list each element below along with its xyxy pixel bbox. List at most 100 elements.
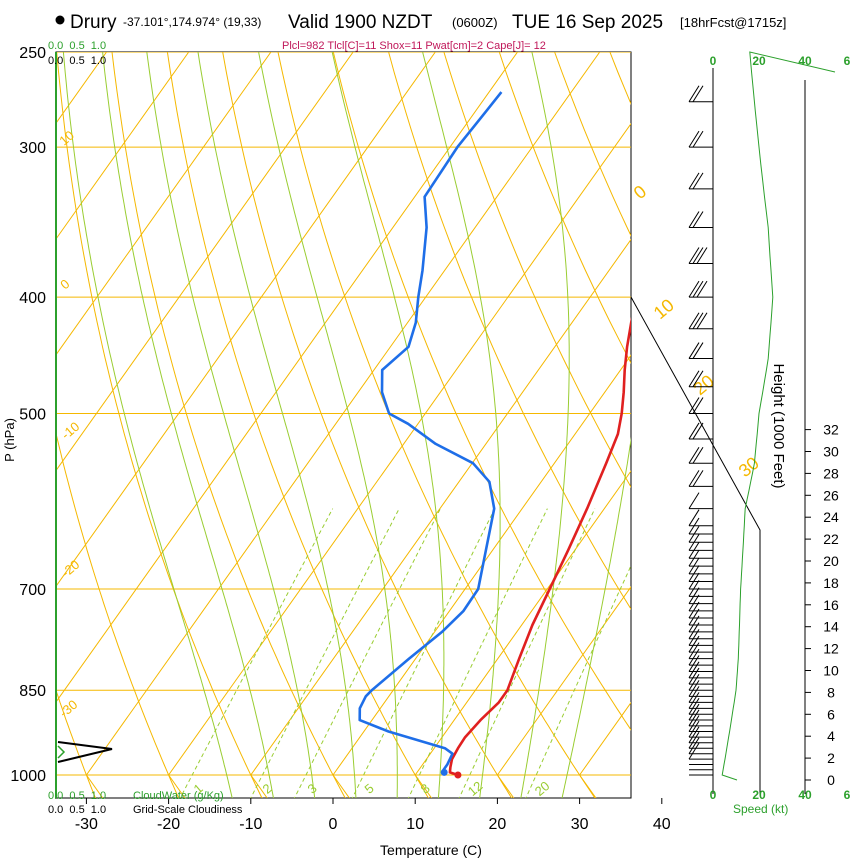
wind-barb-flag (692, 422, 704, 440)
cloudwater-scale-bottom: 0.0 0.5 1.0 (48, 790, 106, 802)
cloudiness-scale-top: 0.0 0.5 1.0 (48, 55, 106, 67)
speed-tick-label-bottom: 6 (844, 788, 850, 802)
temperature-tick-label: 0 (329, 816, 338, 833)
dry-adiabat-label: 30 (735, 453, 763, 481)
wind-barb-flag (688, 509, 700, 526)
pressure-axis: 250 300 400 500 700 850 1000 (10, 45, 46, 785)
wind-barb-flag (688, 312, 700, 330)
speed-tick-label-bottom: 20 (752, 788, 766, 802)
plot-frame (55, 51, 632, 799)
valid-date: TUE 16 Sep 2025 (512, 12, 663, 33)
height-tick-label: 26 (823, 487, 839, 503)
wind-barbs (688, 85, 713, 776)
wind-barb-flag (688, 172, 700, 190)
tropopause-indicator (630, 296, 761, 794)
dry-adiabat-label: 10 (650, 295, 678, 323)
wind-barb-flag (692, 85, 704, 102)
wind-barb-flag (688, 601, 700, 619)
wind-barb-flag (692, 470, 704, 487)
temperature-tick-label: 10 (406, 816, 424, 833)
wind-barb-flag (688, 422, 700, 440)
wind-barb-flag (688, 720, 700, 738)
height-tick-label: 8 (827, 684, 835, 700)
sounding-profiles (358, 91, 631, 779)
wind-barb-flag (688, 492, 700, 509)
speed-tick-label-top: 20 (752, 54, 766, 68)
isotherm-line (662, 775, 678, 798)
wind-barb-flag (692, 280, 704, 298)
mixing-ratio-label: 20 (532, 778, 553, 799)
temperature-tick-label: -20 (157, 816, 180, 833)
wind-speed-profile (721, 51, 836, 781)
surface-temperature-marker (454, 771, 462, 779)
moist-adiabat-line (146, 52, 316, 798)
wind-barb-flag (688, 697, 700, 715)
dry-adiabat-line (609, 52, 631, 106)
dry-adiabat-line (56, 431, 180, 798)
dry-adiabat-line (222, 52, 513, 798)
wind-barb-flag (688, 680, 700, 697)
height-tick-label: 4 (827, 728, 835, 744)
moist-adiabat-line (520, 52, 570, 798)
surface-dewpoint-marker (440, 768, 448, 776)
wind-barb-flag (688, 661, 700, 679)
mixing-ratio-line (458, 508, 596, 798)
temperature-axis-title: Temperature (C) (380, 842, 482, 858)
isotherm-line (56, 52, 518, 703)
height-tick-label: 32 (823, 422, 839, 438)
dry-adiabat-label: 0 (630, 181, 651, 203)
wind-barb-flag (688, 667, 700, 685)
height-tick-label: 10 (823, 663, 839, 679)
height-tick-label: 18 (823, 575, 839, 591)
sounding-indices: Plcl=982 Tlcl[C]=11 Shox=11 Pwat[cm]=2 C… (282, 40, 546, 52)
valid-time: Valid 1900 NZDT (288, 12, 433, 33)
wind-barb-flag (692, 312, 704, 330)
moist-adiabat-line (422, 52, 501, 798)
wind-barb-flag (688, 737, 700, 754)
height-tick-label: 22 (823, 531, 839, 547)
dry-adiabat-line (332, 52, 631, 731)
wind-barb-flag (688, 342, 700, 359)
dry-adiabat-label: 10 (56, 128, 77, 149)
temperature-tick-label: 40 (653, 816, 671, 833)
isotherm-line (250, 238, 631, 776)
wind-barb-flag (688, 615, 700, 633)
cloudwater-profile (57, 745, 66, 759)
wind-barb-flag (696, 280, 708, 298)
cloudwater-scale-top: 0.0 0.5 1.0 (48, 40, 106, 52)
height-axis-title: Height (1000 Feet) (770, 363, 787, 488)
isotherm-line (168, 122, 631, 776)
speed-tick-label-top: 0 (710, 54, 717, 68)
wind-barb-flag (688, 726, 700, 743)
wind-barb-flag (696, 247, 708, 264)
isotherm-line (56, 52, 354, 472)
mixing-ratio-label: 5 (362, 780, 377, 796)
wind-barb-flag (688, 731, 700, 749)
moist-adiabat-line (62, 52, 233, 798)
temperature-tick-label: -10 (239, 816, 262, 833)
moist-adiabat-line (561, 436, 631, 798)
height-tick-label: 12 (823, 641, 839, 657)
wind-barb-flag (688, 594, 700, 612)
isotherm-line (414, 470, 631, 776)
wind-barb-flag (688, 686, 700, 703)
station-marker-icon (55, 15, 65, 25)
wind-barb-flag (688, 742, 700, 760)
cloudiness-profile (57, 741, 113, 763)
wind-barb-flag (692, 370, 704, 388)
wind-barb-flag (688, 580, 700, 597)
dry-adiabat-line (388, 52, 631, 611)
pressure-tick-label: 300 (19, 140, 46, 157)
mixing-ratio-line (351, 508, 496, 798)
wind-barb-flag (692, 446, 704, 464)
isotherm-line (56, 52, 272, 356)
pressure-tick-label: 400 (19, 290, 46, 307)
mixing-ratio-line (525, 564, 631, 798)
mixing-ratio-label: 12 (465, 778, 486, 799)
dry-adiabat-line (443, 52, 631, 489)
height-tick-label: 20 (823, 553, 839, 569)
speed-tick-label-bottom: 40 (798, 788, 812, 802)
isotherm-line (85, 774, 104, 798)
height-tick-label: 14 (823, 619, 839, 635)
